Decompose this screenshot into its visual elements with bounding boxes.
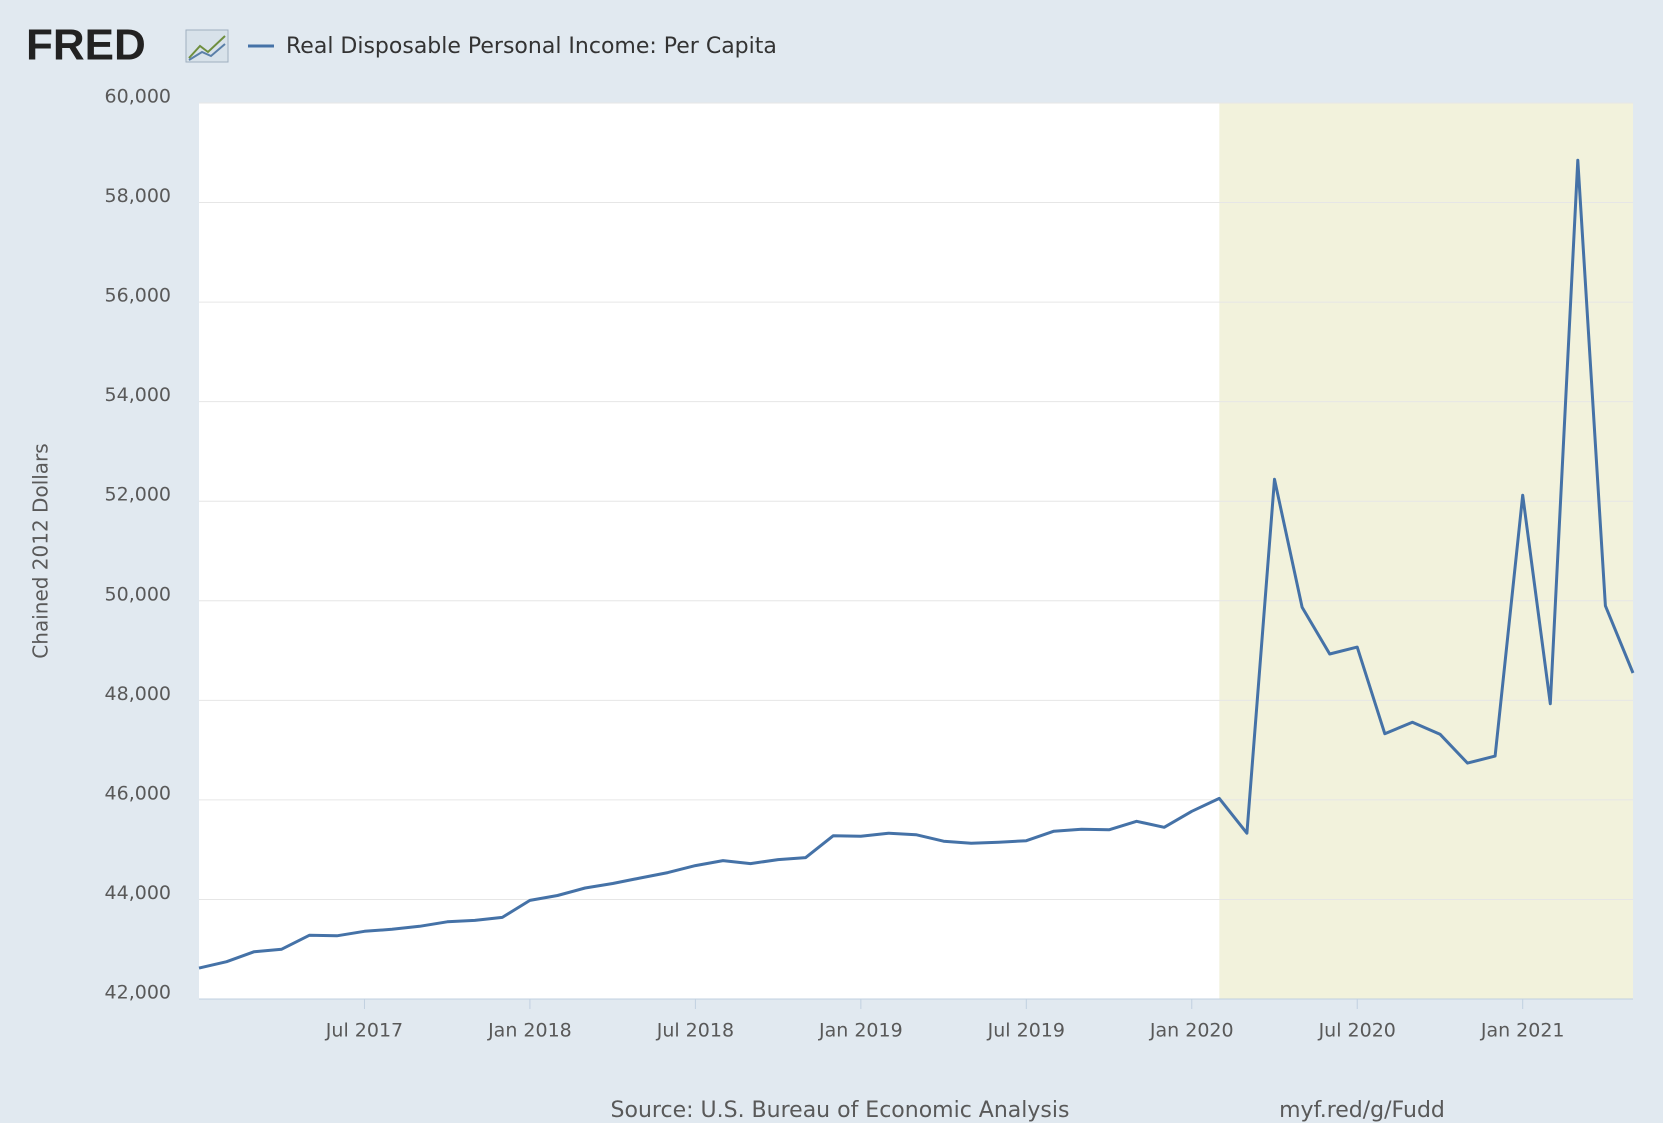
x-tick-label: Jul 2020 (1318, 1020, 1396, 1042)
link[interactable]: myf.red/g/Fudd (1279, 1098, 1445, 1123)
logo-icon (185, 29, 229, 63)
logo: FRED (26, 21, 146, 70)
x-tick-label: Jul 2017 (325, 1020, 403, 1042)
y-tick-label: 46,000 (105, 782, 171, 804)
y-axis-label: Chained 2012 Dollars (29, 443, 53, 658)
x-tick-label: Jul 2019 (987, 1020, 1065, 1042)
y-tick-label: 60,000 (105, 86, 171, 108)
data-line (198, 158, 1635, 970)
y-tick-label: 42,000 (105, 982, 171, 1004)
x-tick-label: Jan 2018 (487, 1020, 572, 1042)
legend-label: Real Disposable Personal Income: Per Cap… (286, 34, 777, 59)
x-tick-label: Jul 2018 (656, 1020, 734, 1042)
y-tick-label: 48,000 (105, 683, 171, 705)
y-tick-label: 56,000 (105, 285, 171, 307)
x-tick-label: Jan 2020 (1149, 1020, 1234, 1042)
y-tick-label: 54,000 (105, 384, 171, 406)
y-tick-label: 58,000 (105, 185, 171, 207)
x-tick-label: Jan 2021 (1480, 1020, 1565, 1042)
recession-shading (1219, 103, 1633, 999)
x-tick-label: Jan 2019 (818, 1020, 903, 1042)
source: Source: U.S. Bureau of Economic Analysis (611, 1098, 1070, 1123)
y-tick-label: 50,000 (105, 583, 171, 605)
y-tick-label: 44,000 (105, 882, 171, 904)
y-tick-label: 52,000 (105, 484, 171, 506)
